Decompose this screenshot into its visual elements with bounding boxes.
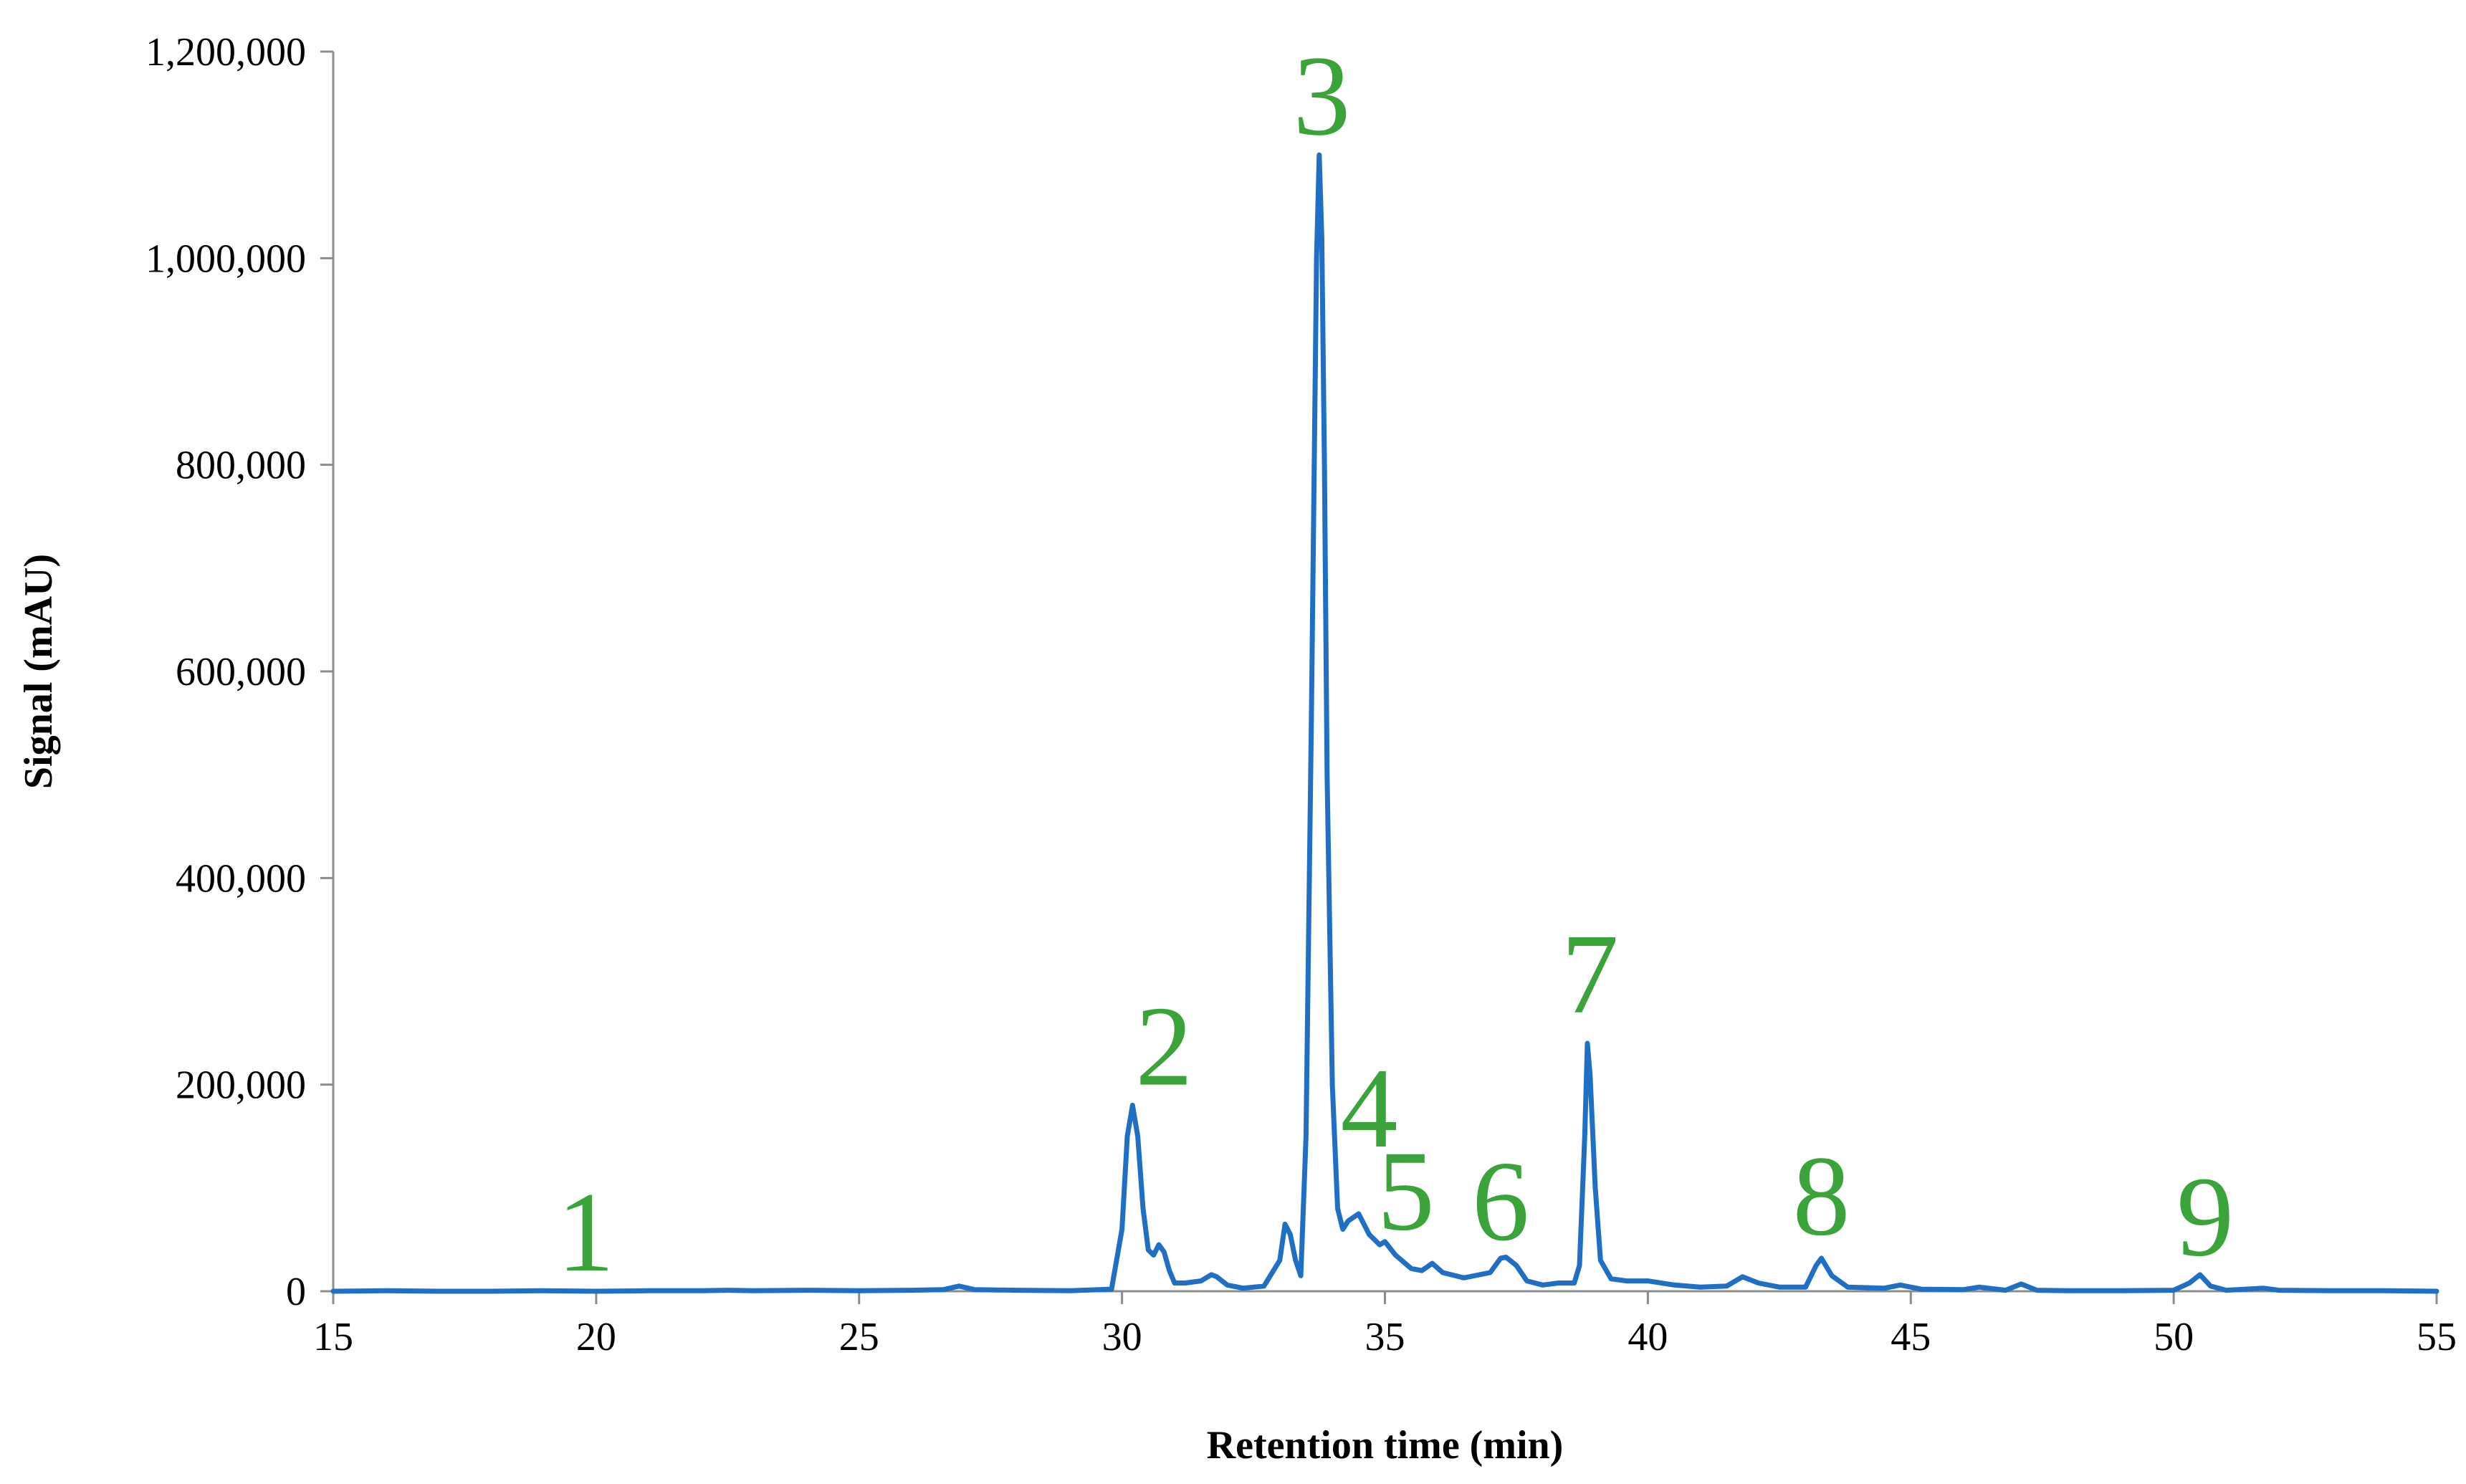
y-tick-label: 400,000 [176,856,306,901]
x-tick-label: 40 [1628,1315,1668,1359]
peak-label-9: 9 [2176,1153,2234,1280]
x-tick-label: 20 [576,1315,616,1359]
x-tick-label: 25 [839,1315,879,1359]
peak-labels: 1 2 3 45 67 8 9 [557,32,2234,1296]
x-tick-label: 35 [1365,1315,1405,1359]
y-tick-label: 0 [286,1270,306,1314]
peak-label-3: 3 [1293,32,1350,159]
peak-label-8: 8 [1793,1132,1850,1260]
x-axis-title: Retention time (min) [1207,1423,1564,1468]
x-tick-label: 50 [2154,1315,2194,1359]
x-tick-label: 55 [2417,1315,2457,1359]
y-tick-label: 200,000 [176,1063,306,1108]
series-line [330,152,2439,1294]
peak-label-6: 6 [1472,1137,1529,1265]
y-tick-label: 1,200,000 [145,30,306,75]
y-tick-label: 1,000,000 [145,236,306,281]
series-layer [330,152,2439,1294]
x-tick-label: 15 [313,1315,353,1359]
x-tick-label: 30 [1102,1315,1142,1359]
peak-label-4: 4 [1340,1044,1397,1172]
axes: 0 200,000 400,000 600,000 800,000 1,000,000 1,… [145,30,2457,1359]
x-tick-label: 45 [1891,1315,1931,1359]
y-axis-title: Signal (mAU) [16,554,61,789]
peak-label-7: 7 [1562,910,1619,1038]
y-tick-label: 800,000 [176,444,306,488]
peak-label-1: 1 [557,1168,614,1296]
peak-label-2: 2 [1135,982,1193,1110]
peak-label-5: 5 [1377,1127,1435,1255]
y-tick-label: 600,000 [176,650,306,694]
